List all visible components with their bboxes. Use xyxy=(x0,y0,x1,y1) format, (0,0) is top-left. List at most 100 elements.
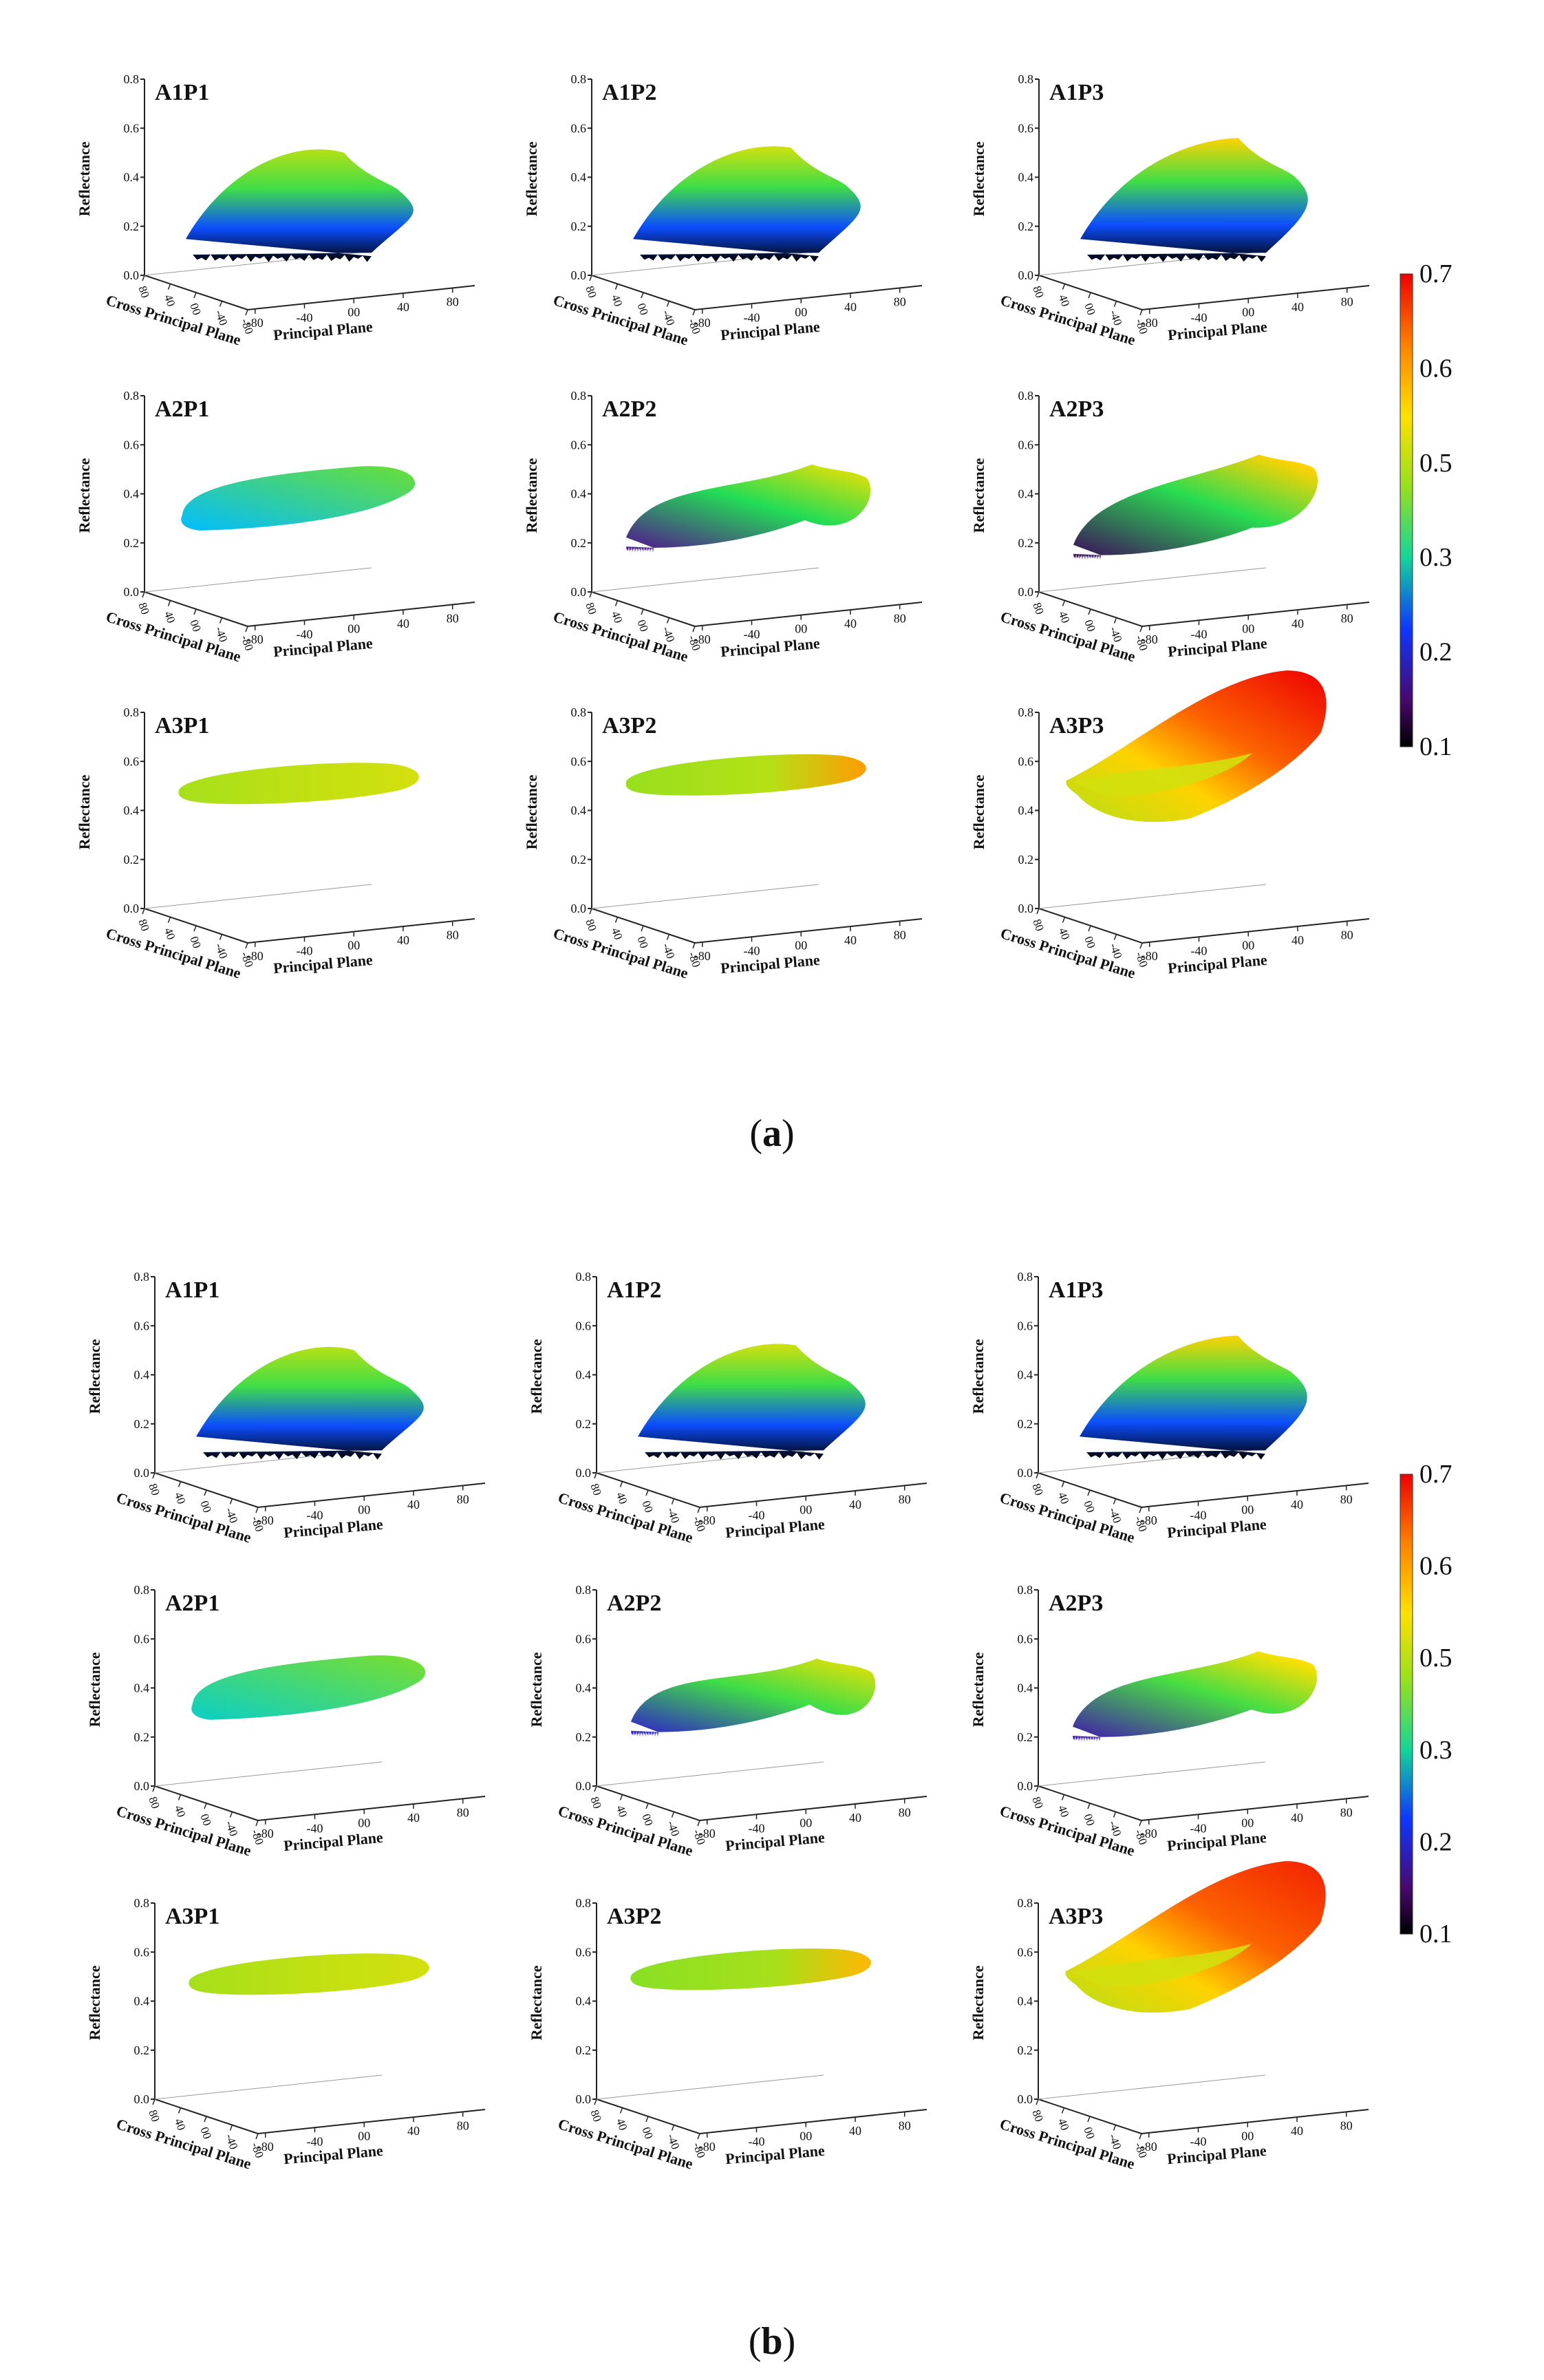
z-tick-label: 0.8 xyxy=(134,1583,150,1597)
x-tick-label: 00 xyxy=(347,622,360,636)
x-tick-label: -80 xyxy=(1141,949,1158,963)
z-axis-title: Reflectance xyxy=(528,1965,545,2040)
colorbar-tick-label: 0.2 xyxy=(1419,638,1452,667)
surface xyxy=(1073,454,1318,560)
colorbar-tick-label: 0.5 xyxy=(1419,1644,1452,1672)
surface xyxy=(186,149,414,262)
z-tick-label: 0.4 xyxy=(1018,487,1034,501)
colorbar-tick-label: 0.2 xyxy=(1419,1827,1452,1856)
y-tick-label: 80 xyxy=(146,1482,162,1497)
y-tick-label: 00 xyxy=(1081,2125,1097,2140)
z-tick-label: 0.0 xyxy=(1018,1779,1033,1793)
z-tick-label: 0.8 xyxy=(1018,389,1034,403)
x-tick-label: 40 xyxy=(407,1498,420,1511)
z-axis-title: Reflectance xyxy=(86,1652,103,1727)
panel-title: A2P2 xyxy=(607,1591,661,1616)
z-axis-title: Reflectance xyxy=(969,1652,987,1727)
x-tick-label: -40 xyxy=(307,2134,323,2148)
x-tick-label: -80 xyxy=(257,1827,274,1840)
x-tick-label: 00 xyxy=(347,939,360,953)
y-tick-label: 80 xyxy=(588,1795,604,1810)
z-tick-label: 0.8 xyxy=(124,705,140,719)
y-tick-label: 40 xyxy=(162,926,178,941)
x-tick-label: -40 xyxy=(1191,310,1208,324)
z-tick-label: 0.6 xyxy=(1018,1945,1033,1959)
y-tick-label: 40 xyxy=(609,293,625,308)
panel-title: A2P3 xyxy=(1049,396,1104,422)
y-tick-label: 80 xyxy=(1030,917,1047,933)
z-tick-label: 0.6 xyxy=(134,1632,150,1646)
colorbar-tick-label: 0.7 xyxy=(1419,259,1452,288)
x-tick-label: 00 xyxy=(800,1816,812,1830)
z-tick-label: 0.0 xyxy=(134,1779,150,1793)
x-tick-label: 40 xyxy=(844,933,857,947)
panel-title: A3P2 xyxy=(607,1904,661,1929)
z-tick-label: 0.6 xyxy=(1018,1632,1033,1646)
y-tick-label: 80 xyxy=(136,601,152,616)
y-tick-label: 00 xyxy=(1081,1812,1097,1827)
panel-title: A3P2 xyxy=(602,713,656,739)
z-tick-label: 0.8 xyxy=(1018,1270,1033,1284)
z-tick-label: 0.4 xyxy=(1018,1368,1033,1382)
x-tick-label: 80 xyxy=(447,295,459,308)
colorbar-tick-label: 0.6 xyxy=(1419,1552,1452,1581)
z-tick-label: 0.4 xyxy=(1018,1995,1033,2008)
x-tick-label: 80 xyxy=(899,1805,911,1819)
y-tick-label: 00 xyxy=(1082,618,1098,633)
x-axis-title: Principal Plane xyxy=(720,635,821,661)
x-tick-label: 80 xyxy=(894,295,906,308)
x-tick-label: -80 xyxy=(1141,316,1158,330)
z-tick-label: 0.0 xyxy=(576,1779,592,1793)
z-axis-title: Reflectance xyxy=(970,141,987,216)
x-tick-label: 00 xyxy=(358,1816,370,1830)
z-axis-title: Reflectance xyxy=(86,1965,103,2040)
z-axis-title: Reflectance xyxy=(970,774,987,849)
z-tick-label: 0.8 xyxy=(1018,705,1034,719)
x-axis-title: Principal Plane xyxy=(720,318,821,344)
x-tick-label: -40 xyxy=(1190,2134,1207,2148)
x-tick-label: 80 xyxy=(894,611,906,625)
z-tick-label: 0.2 xyxy=(124,220,140,233)
x-tick-label: 40 xyxy=(1291,933,1304,947)
y-tick-label: 40 xyxy=(162,293,178,308)
z-tick-label: 0.4 xyxy=(1018,171,1034,184)
x-tick-label: -40 xyxy=(297,310,313,324)
x-tick-label: 00 xyxy=(795,939,807,953)
x-tick-label: 80 xyxy=(1340,1805,1353,1819)
surface xyxy=(1065,1861,1326,2013)
z-tick-label: 0.2 xyxy=(124,853,140,867)
x-tick-label: 40 xyxy=(1291,300,1304,314)
z-tick-label: 0.0 xyxy=(1018,585,1034,599)
x-axis-title: Principal Plane xyxy=(725,1516,826,1542)
x-axis-title: Principal Plane xyxy=(272,635,374,661)
x-tick-label: 40 xyxy=(844,300,857,314)
z-axis-title: Reflectance xyxy=(528,1652,545,1727)
z-tick-label: 0.8 xyxy=(134,1896,150,1910)
x-axis-title: Principal Plane xyxy=(283,2142,384,2168)
y-tick-label: 80 xyxy=(583,601,599,616)
x-tick-label: 00 xyxy=(800,1503,812,1517)
colorbar-tick-label: 0.3 xyxy=(1419,1736,1452,1765)
z-axis-title: Reflectance xyxy=(528,1339,545,1414)
surface xyxy=(178,763,419,805)
panel-title: A1P1 xyxy=(165,1277,219,1303)
z-tick-label: 0.4 xyxy=(1018,1681,1033,1695)
z-tick-label: 0.4 xyxy=(576,1368,592,1382)
z-tick-label: 0.0 xyxy=(571,585,587,599)
y-tick-label: 00 xyxy=(639,2125,656,2140)
x-tick-label: 00 xyxy=(1241,1816,1254,1830)
z-tick-label: 0.8 xyxy=(571,72,587,86)
z-tick-label: 0.2 xyxy=(571,853,587,867)
panel-title: A2P1 xyxy=(165,1591,219,1616)
x-tick-label: 00 xyxy=(358,2129,370,2143)
z-tick-label: 0.2 xyxy=(134,2043,150,2057)
x-tick-label: 80 xyxy=(457,1492,469,1506)
